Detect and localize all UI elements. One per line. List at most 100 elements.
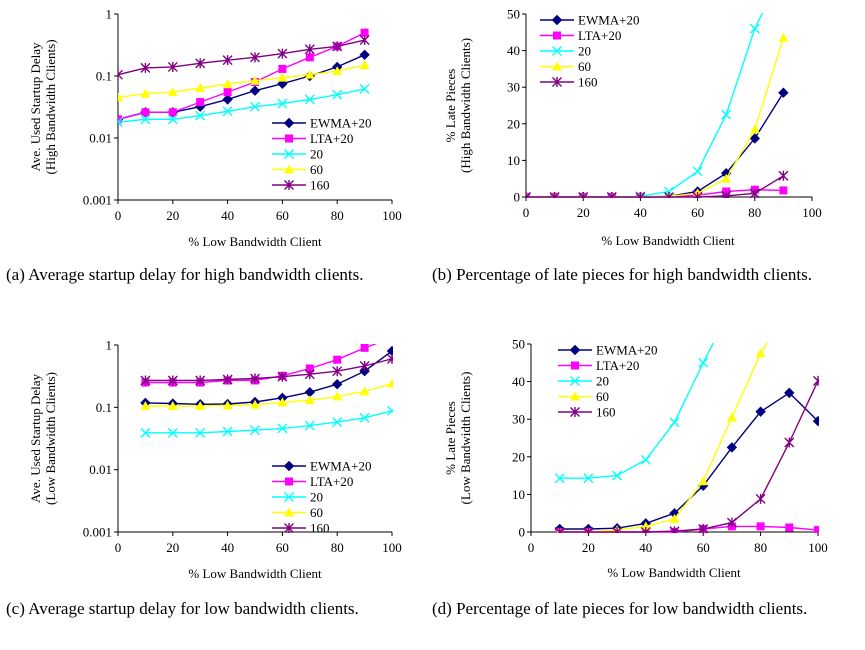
axes: 0 20 40 60 80 100 0 10 20 30 40 50 [507,7,822,221]
data-point [387,353,393,364]
legend-marker [284,180,294,190]
data-point [140,401,151,411]
data-point [332,66,343,76]
legend-label: LTA+20 [310,131,353,146]
data-point [669,513,680,523]
x-tick-label: 0 [115,540,122,555]
axes: 0 20 40 60 80 100 1 0.1 0.01 0.001 [83,7,402,224]
data-point [168,108,177,117]
legend-label: 160 [596,405,616,420]
legend-label: 60 [310,505,323,520]
data-point [222,106,233,117]
series-20 [526,13,764,198]
data-point [277,98,288,109]
x-tick-label: 80 [331,208,344,223]
y-tick-label: 10 [512,487,525,502]
legend-marker [551,14,563,26]
data-point [778,32,789,42]
caption-c: (c) Average startup delay for low bandwi… [6,599,359,618]
legend-label: EWMA+20 [310,459,372,474]
data-point [277,397,288,407]
data-point [721,190,732,198]
data-point [195,401,206,411]
data-point [249,85,261,96]
data-point [755,348,766,358]
data-point [140,375,151,386]
data-point [305,364,314,373]
legend-label: 160 [578,75,598,90]
data-point [195,375,206,386]
data-point [749,133,761,144]
data-point [692,192,703,198]
y-tick-label: 0.1 [96,69,112,84]
data-point [640,454,651,465]
data-point [756,522,765,531]
y-tick-label: 40 [512,374,525,389]
data-point [554,527,565,533]
x-tick-label: 20 [166,540,179,555]
data-point [779,186,788,195]
legend-label: 20 [310,147,323,162]
y-axis-label: Ave. Used Startup Delay (Low Bandwidth Cl… [28,372,58,505]
data-point [612,527,623,533]
legend-marker [569,344,581,356]
data-point [277,48,288,59]
series-line [145,410,393,434]
y-tick-label: 50 [507,7,520,22]
legend-marker [552,77,562,87]
legend-marker [570,391,580,401]
legend-marker [284,149,294,159]
data-point [640,527,651,533]
chart-d-svg: 0 20 40 60 80 100 0 10 20 30 40 50 % Low Bandwidth C… [443,337,828,581]
x-tick-label: 80 [754,540,767,555]
data-point [304,395,315,405]
data-point [333,355,342,364]
series-160 [526,170,789,198]
data-point [549,192,560,198]
chart-a-svg: 0 20 40 60 80 100 1 0.1 0.01 0.001 % Low Bandwidth… [28,7,402,250]
x-tick-label: 60 [276,208,289,223]
data-point [195,110,206,121]
data-point [332,89,343,100]
data-point [727,302,736,311]
legend-label: 60 [596,389,609,404]
y-axis-label: % Late Pieces (High Bandwidth Clients) [443,38,473,173]
data-point [812,415,819,427]
y-tick-label: 20 [512,449,525,464]
plot-area [526,13,789,198]
legend-label: 160 [310,178,330,193]
data-point [118,92,123,102]
data-point [640,521,651,531]
legend-label: LTA+20 [596,358,639,373]
data-point [359,35,370,46]
data-point [277,371,288,382]
legend-label: 20 [596,374,609,389]
data-point [222,374,233,385]
y-axis-label-line: (Low Bandwidth Clients) [458,372,473,505]
series-line [118,39,365,76]
data-point [698,523,709,533]
y-tick-label: 20 [507,116,520,131]
x-axis-label: % Low Bandwidth Client [607,565,741,580]
data-point [332,41,343,52]
caption-b: (b) Percentage of late pieces for high b… [432,265,813,284]
y-axis-label-line: (High Bandwidth Clients) [43,39,58,174]
y-tick-label: 30 [512,412,525,427]
x-tick-label: 0 [523,205,530,220]
x-tick-label: 20 [582,540,595,555]
y-tick-label: 0 [514,190,521,205]
data-point [140,427,151,438]
data-point [222,79,233,89]
data-point [698,357,709,368]
legend-label: EWMA+20 [310,116,372,131]
data-point [749,124,760,134]
x-tick-label: 40 [639,540,652,555]
legend-label: 20 [310,490,323,505]
data-point [277,72,288,82]
legend-label: 160 [310,521,330,536]
series-20 [554,302,736,484]
y-axis-label-line: Ave. Used Startup Delay [28,374,43,504]
data-point [583,473,594,484]
data-point [785,523,794,532]
